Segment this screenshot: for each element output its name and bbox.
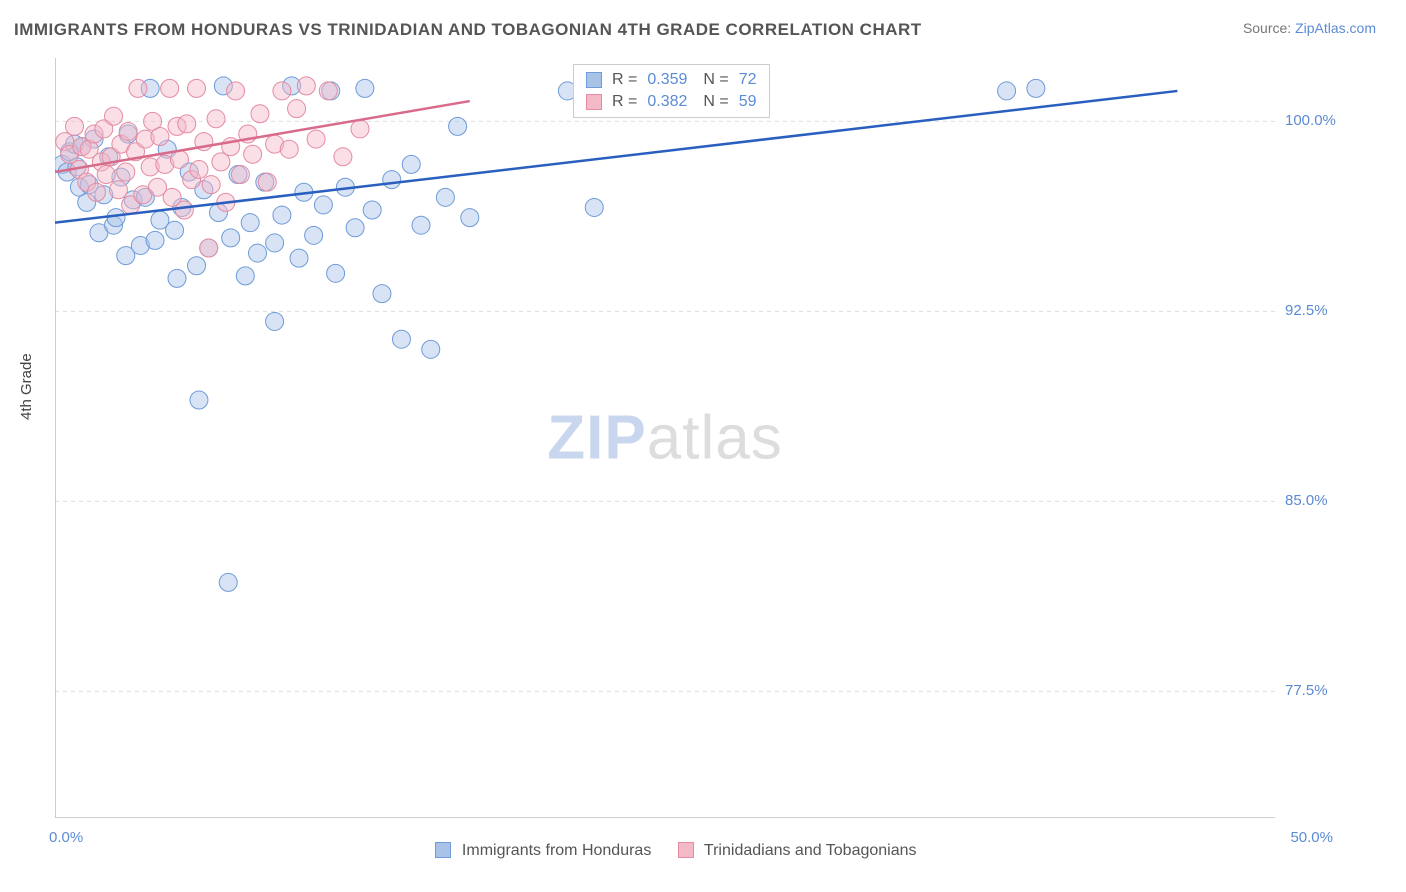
- legend-swatch-icon: [678, 842, 694, 858]
- x-axis-end-label: 50.0%: [1290, 829, 1333, 846]
- legend-label-0: Immigrants from Honduras: [462, 842, 651, 859]
- stat-n-value: 59: [739, 93, 757, 111]
- correlation-legend-row: R = 0.382 N = 59: [574, 91, 769, 113]
- correlation-legend-row: R = 0.359 N = 72: [574, 69, 769, 91]
- legend-label-1: Trinidadians and Tobagonians: [704, 842, 917, 859]
- stat-n-value: 72: [739, 71, 757, 89]
- stat-n-label: N =: [703, 71, 728, 89]
- source-label: Source:: [1243, 20, 1291, 36]
- series-legend: Immigrants from Honduras Trinidadians an…: [55, 842, 1275, 860]
- stat-r-label: R =: [612, 93, 637, 111]
- y-tick-label: 77.5%: [1285, 682, 1365, 699]
- y-tick-label: 100.0%: [1285, 112, 1365, 129]
- source-link[interactable]: ZipAtlas.com: [1295, 20, 1376, 36]
- stat-r-label: R =: [612, 71, 637, 89]
- scatter-chart-svg: [55, 58, 1275, 818]
- y-tick-label: 85.0%: [1285, 492, 1365, 509]
- legend-swatch-icon: [586, 94, 602, 110]
- stat-n-label: N =: [703, 93, 728, 111]
- y-axis-label: 4th Grade: [18, 353, 35, 420]
- chart-source: Source: ZipAtlas.com: [1243, 20, 1376, 36]
- stat-r-value: 0.382: [647, 93, 687, 111]
- stat-r-value: 0.359: [647, 71, 687, 89]
- legend-swatch-icon: [435, 842, 451, 858]
- chart-title: IMMIGRANTS FROM HONDURAS VS TRINIDADIAN …: [14, 20, 922, 40]
- chart-plot-area: ZIPatlas R =0.359N =72R =0.382N =59 77.5…: [55, 58, 1275, 818]
- legend-swatch-icon: [586, 72, 602, 88]
- correlation-legend: R = 0.359 N = 72 R = 0.382 N = 59: [573, 64, 770, 118]
- y-tick-label: 92.5%: [1285, 302, 1365, 319]
